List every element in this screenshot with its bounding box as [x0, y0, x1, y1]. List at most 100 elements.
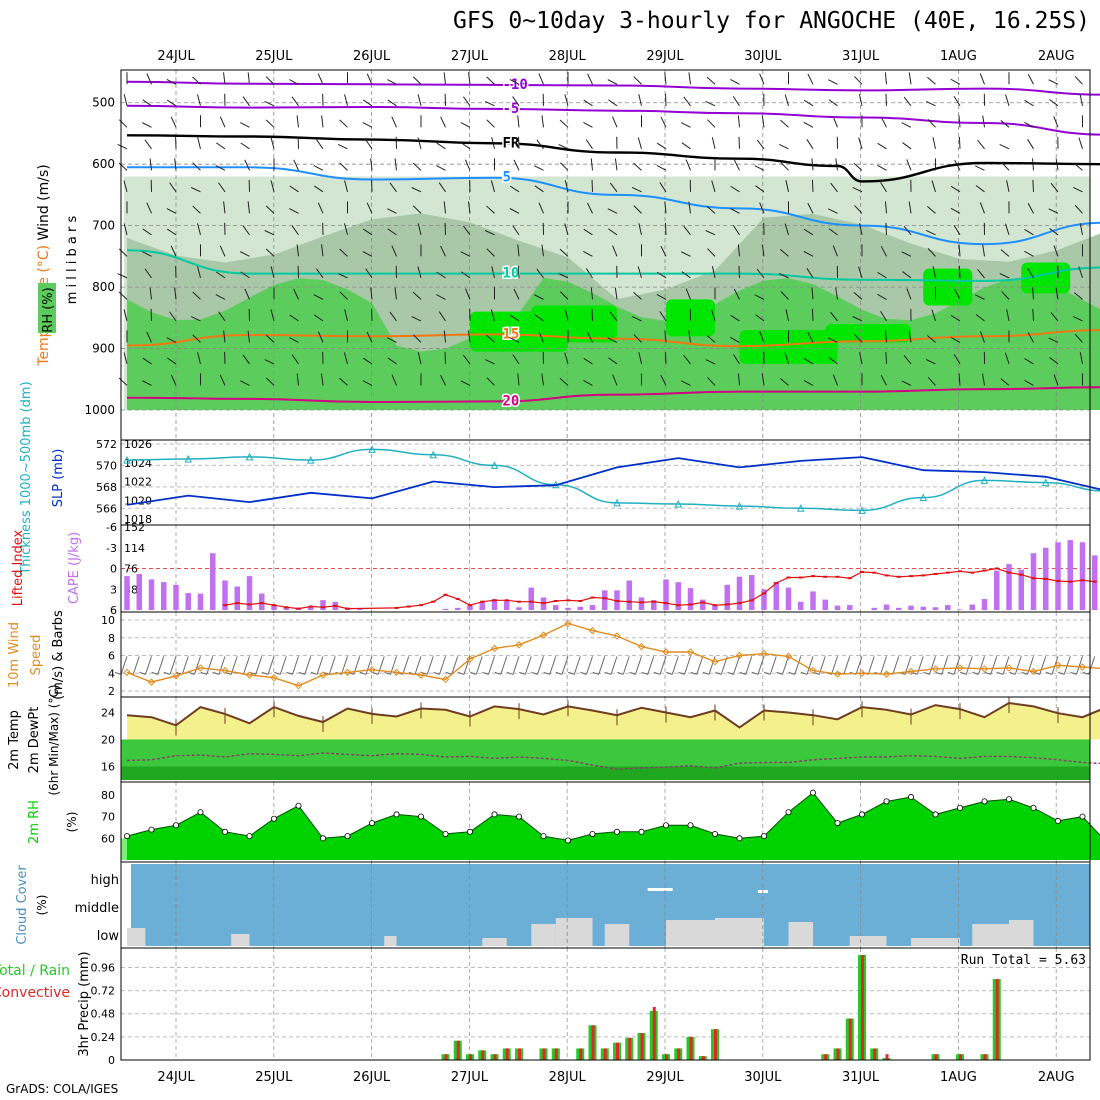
precip-panel: 0 0.24 0.48 0.72 0.96 Run Total = 5.63 3hr Pre… [0, 947, 1091, 1067]
rh-legend-swatch [38, 283, 56, 333]
slp-line [126, 456, 1100, 506]
wind-barb [806, 656, 814, 675]
cape-bar [1079, 542, 1086, 610]
wind-barb [958, 265, 961, 278]
wind-barb [223, 201, 226, 214]
wind-barb [506, 671, 514, 675]
wind-speed-marker [931, 665, 940, 673]
tick-label: 2 [108, 685, 115, 698]
cape-bar [749, 575, 755, 610]
tick-label: 6 [110, 604, 117, 617]
wind-barb [531, 671, 538, 675]
cloud-low-bar [127, 928, 146, 946]
wind-barb [366, 73, 373, 85]
cape-bar [1055, 542, 1061, 610]
wind-barb [660, 374, 667, 386]
wind-barb [1070, 671, 1077, 675]
wind-barb [366, 202, 373, 214]
rh-marker [1055, 817, 1062, 824]
wind-barb [681, 142, 691, 150]
cape-bar [259, 593, 265, 610]
cloud-level-label: low [97, 929, 120, 944]
cape-bar [271, 604, 277, 610]
wind-barb [537, 656, 544, 675]
wind-barb [512, 656, 520, 675]
wind-barb [513, 288, 520, 300]
wind-barb [490, 309, 495, 322]
wind-barb [538, 73, 544, 85]
wind-barb [637, 266, 642, 279]
wind-barb [167, 357, 177, 365]
wind-barb [265, 377, 275, 386]
wind-barb [906, 159, 912, 171]
wind-speed-marker [784, 652, 793, 661]
wind-barb [558, 144, 569, 150]
wind-barb [641, 671, 648, 675]
wind-barb [440, 116, 446, 128]
cloud-level-label: middle [75, 901, 119, 916]
rh-marker [442, 830, 449, 837]
wind-barb [218, 656, 226, 675]
wind-barb [451, 656, 459, 675]
wind-barb [854, 205, 863, 214]
wind-barb [979, 331, 985, 343]
wind-barb [247, 201, 250, 214]
wind-barb [982, 244, 985, 257]
wind-barb [660, 116, 667, 128]
wind-barb [142, 357, 152, 365]
wind-barb [197, 223, 201, 235]
wind-speed-marker [466, 655, 474, 663]
wind-barb [365, 139, 373, 150]
wind-barb [289, 208, 299, 214]
cape-bar [491, 599, 498, 610]
wind-barb [192, 291, 201, 300]
wind-barb [218, 311, 226, 322]
wind-barb [439, 656, 446, 675]
wind-barb [1050, 312, 1059, 322]
thickness-marker [980, 476, 989, 484]
wind-barb [509, 79, 520, 85]
thickness-marker [735, 502, 744, 510]
tick-label: 24 [101, 707, 115, 720]
wind-barb [633, 162, 642, 171]
cape-bar [626, 580, 632, 610]
wind-barb [688, 330, 691, 343]
wind-barb [958, 136, 961, 149]
rh-marker [221, 828, 228, 835]
tick-label: 500 [92, 96, 115, 110]
wind-barb [972, 671, 979, 675]
wind-barb [549, 656, 557, 675]
thickness-marker [919, 493, 928, 502]
wind-barb [982, 115, 985, 128]
date-label-top: 29JUL [646, 49, 684, 64]
cloud-low-bar [972, 924, 1009, 946]
cape-bar [651, 600, 657, 610]
wind-barb [885, 93, 887, 106]
wind-barb [950, 336, 961, 343]
precip-conv-bar [469, 1054, 472, 1060]
wind-barb [391, 116, 397, 128]
wind-barb [316, 656, 324, 675]
wind-barb [387, 79, 397, 85]
wind-barb [806, 139, 814, 150]
wind-barb [685, 288, 691, 300]
wind-barb [759, 331, 765, 343]
wind-barb [509, 208, 520, 214]
wind-barb [166, 208, 177, 214]
wind-barb [730, 78, 740, 85]
run-total-label: Run Total = 5.63 [961, 953, 1086, 968]
wind-barb [633, 334, 642, 343]
temp-contour [126, 329, 1100, 348]
wind-barb [877, 164, 887, 171]
wind-barb [778, 143, 789, 150]
rh-marker [1030, 804, 1037, 811]
wind-barb [244, 288, 250, 300]
temp-contour [126, 80, 1100, 96]
wind-barb [705, 100, 716, 107]
tick-label-right: 114 [124, 542, 145, 555]
wind-barb [417, 266, 422, 279]
cape-bar [675, 582, 681, 610]
wind10-panel: 2 4 6 8 10 10m Wind Speed (m/s) & Barbs [7, 610, 1100, 700]
precip-conv-bar [959, 1054, 962, 1060]
precip-legend-total: Total / Rain [0, 963, 70, 979]
